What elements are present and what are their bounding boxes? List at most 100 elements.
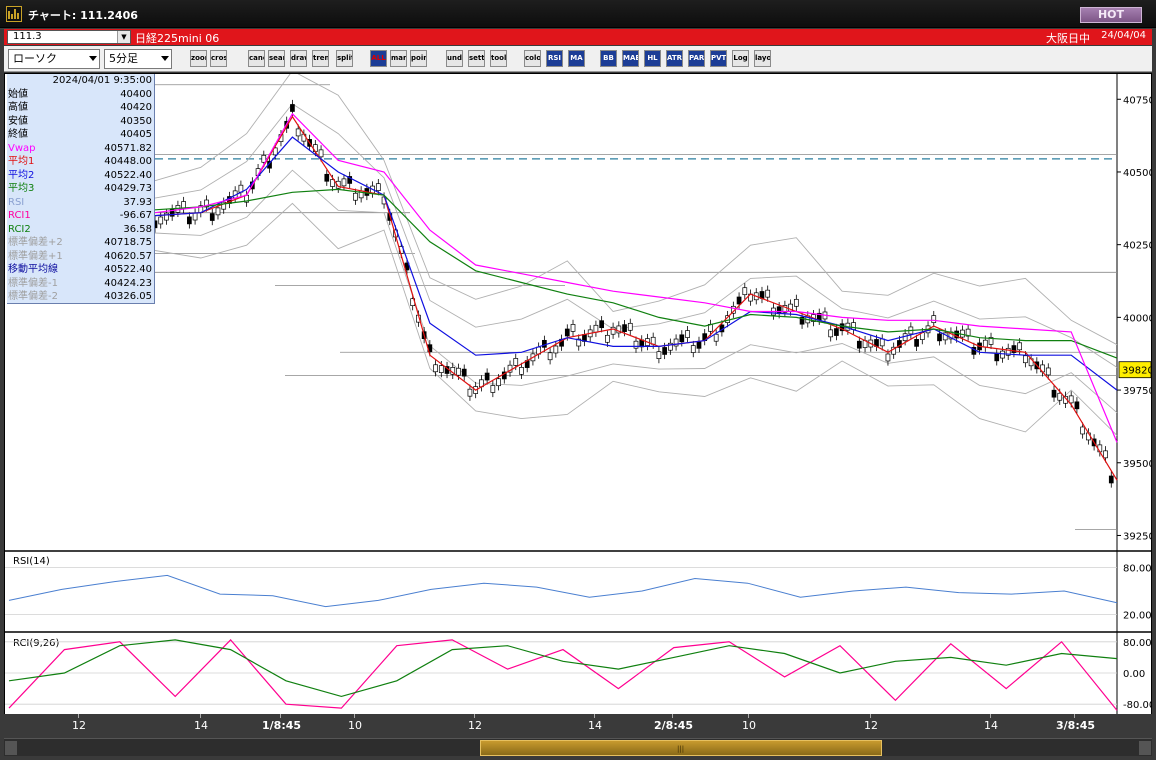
chart-background	[5, 74, 1151, 714]
undo-button[interactable]: undo	[446, 50, 463, 67]
band-line	[154, 202, 1118, 436]
candle-body	[1000, 350, 1005, 359]
zoom-button[interactable]: zoom	[190, 50, 207, 67]
chart-type-select[interactable]: ローソク	[8, 49, 100, 69]
horizontal-scrollbar[interactable]: |||	[4, 738, 1152, 756]
info-row: 標準偏差+1 40620.57	[7, 250, 154, 264]
ma-short-line	[154, 115, 1118, 481]
info-label: 平均1	[8, 156, 35, 167]
draw-button[interactable]: draw	[290, 50, 307, 67]
info-label: 終値	[8, 129, 28, 140]
hot-button[interactable]: HOT	[1080, 7, 1142, 23]
scroll-left-arrow-icon[interactable]	[5, 741, 17, 755]
candle-body	[221, 201, 227, 210]
candle-body	[496, 378, 501, 387]
candle-body	[1108, 475, 1114, 484]
marker-button[interactable]: marker	[390, 50, 407, 67]
rsi-button[interactable]: RSI	[546, 50, 563, 67]
info-row: RCI2 36.58	[7, 223, 154, 237]
search-button[interactable]: search	[268, 50, 285, 67]
info-value: 40350	[120, 115, 152, 127]
candle-body	[834, 328, 839, 336]
scroll-right-arrow-icon[interactable]	[1139, 741, 1151, 755]
time-axis-label: 2/8:45	[654, 719, 694, 732]
candle-body	[696, 341, 702, 349]
price-tick-label: 39500	[1123, 459, 1151, 470]
layout-button[interactable]: layout	[754, 50, 771, 67]
candle-body	[192, 212, 198, 221]
info-label: 高値	[8, 102, 28, 113]
all-button[interactable]: ALL	[370, 50, 387, 67]
symbol-select[interactable]: 111.3 ▼	[7, 30, 131, 44]
info-value: 37.93	[123, 196, 152, 208]
interval-select[interactable]: 5分足	[104, 49, 172, 69]
mae-button[interactable]: MAE	[622, 50, 639, 67]
atr-button[interactable]: ATR	[666, 50, 683, 67]
grip-icon: |||	[677, 745, 685, 753]
pvt-button[interactable]: PVT	[710, 50, 727, 67]
candle-body	[547, 352, 553, 361]
candle-body	[828, 329, 834, 338]
hl-button[interactable]: HL	[644, 50, 661, 67]
candle-body	[1051, 389, 1057, 398]
scroll-thumb[interactable]: |||	[480, 740, 882, 756]
time-axis-label: 12	[72, 719, 86, 732]
candle-body	[204, 199, 209, 208]
ma-button[interactable]: MA	[568, 50, 585, 67]
time-tick-mark	[200, 714, 201, 718]
settings-button[interactable]: settings	[468, 50, 485, 67]
ma-mid-line	[154, 136, 1118, 391]
split-button[interactable]: split	[336, 50, 353, 67]
candle-body	[879, 338, 885, 347]
candle-body	[467, 388, 473, 397]
crosshair-button[interactable]: crosshair	[210, 50, 227, 67]
candle-settings-button[interactable]: candle-settings	[248, 50, 265, 67]
bb-button[interactable]: BB	[600, 50, 617, 67]
candle-body	[954, 330, 960, 339]
info-label: 始値	[8, 88, 28, 100]
time-tick-mark	[990, 714, 991, 718]
rci-tick-label: 0.00	[1123, 669, 1145, 680]
candle-body	[856, 340, 862, 349]
time-axis-label: 14	[984, 719, 998, 732]
chevron-down-icon[interactable]: ▼	[117, 31, 130, 43]
info-value: 40571.82	[104, 142, 152, 154]
date-label: 24/04/04	[1101, 30, 1146, 41]
log-button[interactable]: Log	[732, 50, 749, 67]
candle-body	[851, 322, 856, 330]
candle-body	[982, 339, 988, 348]
rsi-line	[8, 574, 1118, 608]
chart-app-icon	[6, 6, 22, 22]
candle-body	[209, 213, 215, 221]
pointer-button[interactable]: pointer	[410, 50, 427, 67]
data-window: 2024/04/01 9:35:00 始値 40400 高値 40420 安値 40350…	[7, 74, 155, 304]
candle-body	[513, 358, 519, 366]
candle-body	[375, 183, 381, 191]
trendline-button[interactable]: trendline	[312, 50, 329, 67]
par-button[interactable]: PAR	[688, 50, 705, 67]
rsi-tick-label: 20.00	[1123, 610, 1151, 621]
info-row: 安値 40350	[7, 115, 154, 129]
time-axis-label: 1/8:45	[262, 719, 302, 732]
chevron-down-icon	[161, 56, 169, 61]
price-chart[interactable]: 40750 40500 40250 40000 39750 39500 39250 39820…	[5, 70, 1155, 714]
rci-tick-label: 80.00	[1123, 638, 1151, 649]
time-tick-mark	[78, 714, 79, 718]
info-value: 36.58	[123, 223, 152, 235]
price-tick-label: 40500	[1123, 168, 1151, 179]
info-row: 始値 40400	[7, 88, 154, 102]
tools-button[interactable]: tools	[490, 50, 507, 67]
band-line	[154, 103, 1118, 368]
chart-area[interactable]: 40750 40500 40250 40000 39750 39500 39250 39820…	[4, 70, 1155, 715]
candle-body	[553, 345, 559, 354]
candle-body	[1103, 450, 1108, 459]
chart-type-value: ローソク	[13, 52, 57, 65]
info-label: 標準偏差-2	[8, 291, 58, 302]
info-label: RSI	[8, 196, 25, 208]
info-value: 40420	[120, 102, 152, 113]
info-label: 平均2	[8, 169, 35, 181]
info-row: 移動平均線 40522.40	[7, 263, 154, 277]
candle-body	[994, 353, 1000, 362]
candle-body	[593, 324, 599, 333]
color-button[interactable]: color	[524, 50, 541, 67]
